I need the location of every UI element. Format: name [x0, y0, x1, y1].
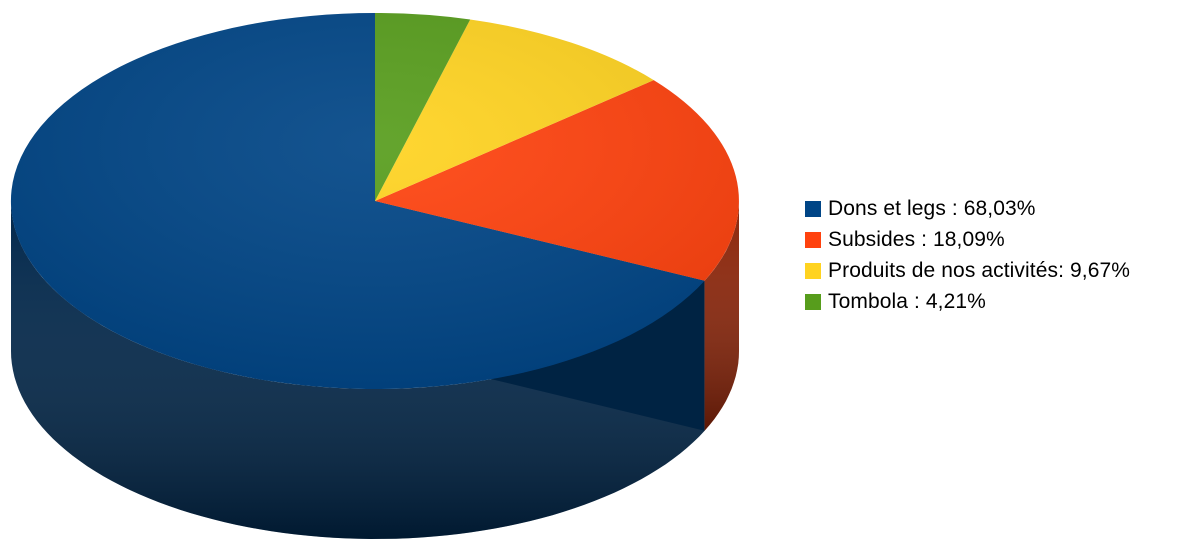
legend-swatch-tombola [805, 293, 821, 310]
pie-top [10, 12, 739, 389]
pie-top-shading [11, 13, 739, 389]
legend-swatch-produits [805, 262, 821, 279]
legend-label-produits: Produits de nos activités: 9,67% [828, 258, 1131, 282]
legend-item-subsides: Subsides : 18,09% [805, 224, 1130, 255]
legend-swatch-dons-et-legs [805, 200, 821, 217]
legend-item-dons-et-legs: Dons et legs : 68,03% [805, 193, 1130, 224]
legend-label-subsides: Subsides : 18,09% [828, 227, 1005, 251]
legend-swatch-subsides [805, 231, 821, 248]
pie-side-shade-dons-et-legs [11, 201, 705, 539]
legend-item-produits: Produits de nos activités: 9,67% [805, 255, 1130, 286]
pie-side-shade-subsides [704, 201, 739, 431]
legend-label-dons-et-legs: Dons et legs : 68,03% [828, 196, 1036, 220]
legend-item-tombola: Tombola : 4,21% [805, 286, 1130, 317]
legend-label-tombola: Tombola : 4,21% [828, 289, 986, 313]
chart-legend: Dons et legs : 68,03% Subsides : 18,09% … [805, 193, 1130, 317]
